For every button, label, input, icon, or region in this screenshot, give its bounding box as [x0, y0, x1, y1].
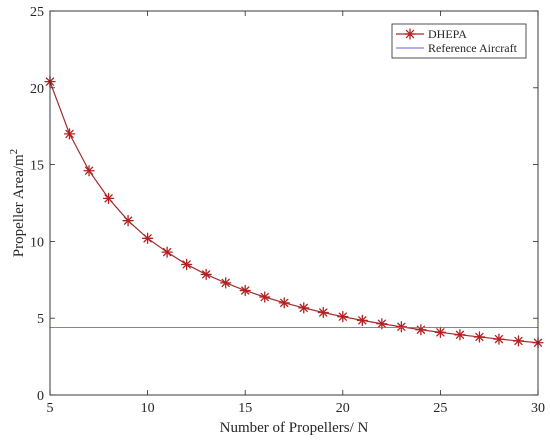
data-point-marker — [83, 165, 95, 177]
data-point-marker — [337, 311, 349, 323]
data-point-marker — [102, 192, 115, 205]
data-point-marker — [63, 128, 76, 140]
data-point-marker — [200, 268, 212, 281]
series-line-dhepa — [49, 81, 539, 344]
legend-item: DHEPA — [396, 27, 467, 41]
data-point-marker — [317, 306, 329, 319]
data-point-marker — [404, 28, 416, 40]
data-point-marker — [298, 302, 310, 314]
data-point-marker — [434, 326, 447, 338]
y-axis-label: Propeller Area/m2 — [8, 149, 27, 257]
data-point-marker — [395, 321, 408, 333]
data-point-marker — [454, 329, 466, 341]
data-point-marker — [278, 297, 290, 309]
y-tick-label: 10 — [30, 235, 44, 250]
data-point-marker — [161, 246, 173, 258]
data-point-marker — [180, 258, 193, 271]
y-axis-label-superscript: 2 — [8, 149, 20, 155]
legend-label: DHEPA — [428, 27, 467, 41]
x-tick-label: 25 — [433, 401, 447, 416]
y-tick-label: 0 — [37, 389, 44, 404]
x-tick-label: 15 — [238, 401, 252, 416]
y-tick-label: 15 — [30, 159, 44, 174]
data-point-marker — [415, 324, 427, 336]
data-point-marker — [239, 284, 251, 297]
y-tick-label: 25 — [30, 5, 44, 20]
x-tick-label: 20 — [336, 401, 350, 416]
data-point-marker — [356, 314, 368, 327]
legend-label: Reference Aircraft — [428, 41, 518, 55]
y-tick-label: 20 — [30, 82, 44, 97]
data-point-marker — [493, 333, 505, 345]
data-point-marker — [220, 277, 232, 289]
x-axis-label: Number of Propellers/ N — [220, 420, 369, 436]
data-point-marker — [512, 335, 525, 347]
x-tick-label: 10 — [141, 401, 155, 416]
data-point-marker — [141, 232, 154, 244]
y-tick-label: 5 — [37, 312, 44, 327]
data-point-marker — [259, 291, 271, 303]
data-point-marker — [473, 331, 486, 343]
x-tick-label: 30 — [531, 401, 545, 416]
plot-area-frame — [49, 10, 539, 396]
legend-box — [391, 23, 527, 59]
legend-item: Reference Aircraft — [396, 41, 518, 55]
x-tick-label: 5 — [47, 401, 54, 416]
series-layer — [44, 76, 544, 349]
data-point-marker — [122, 215, 134, 227]
y-axis-label-text: Propeller Area/m — [11, 154, 27, 257]
